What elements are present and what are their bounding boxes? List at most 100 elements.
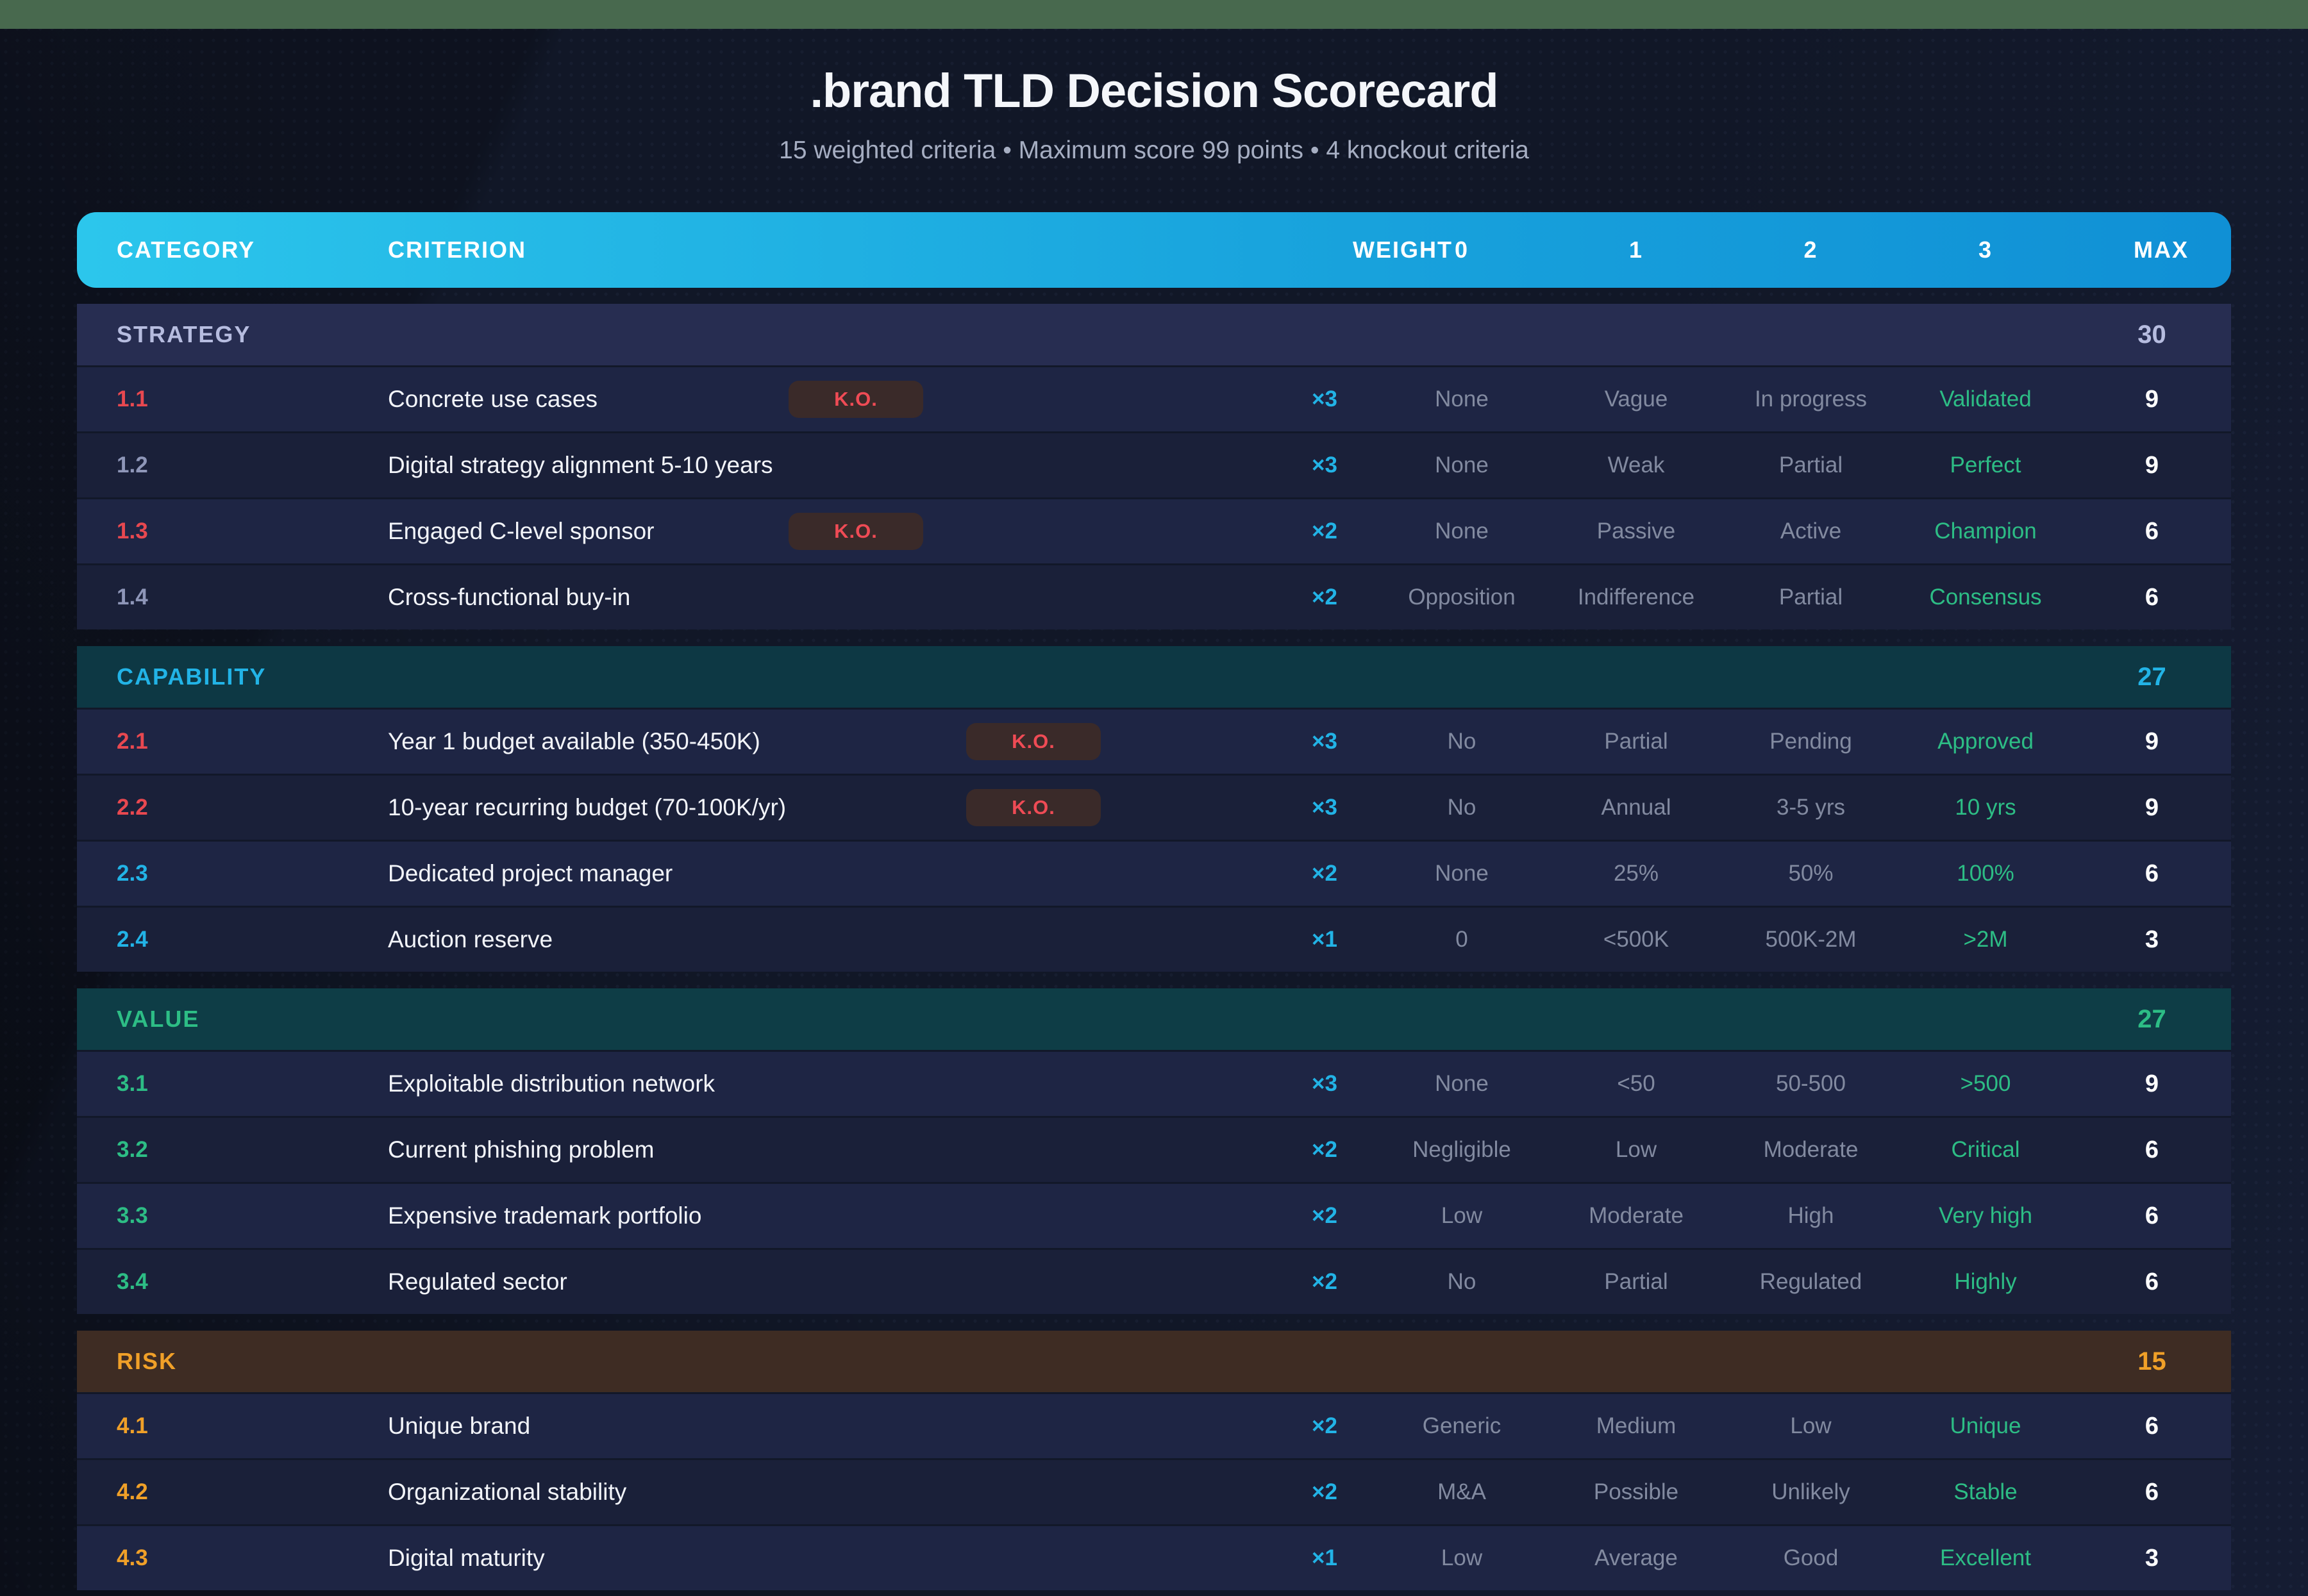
criterion-row: 2.1 Year 1 budget available (350-450K) K.O… (77, 708, 2231, 774)
knockout-badge: K.O. (789, 513, 923, 550)
score-0-value: No (1447, 1269, 1476, 1294)
knockout-badge: K.O. (789, 381, 923, 418)
score-0-value: Negligible (1412, 1137, 1511, 1162)
score-2-value: 3-5 yrs (1777, 795, 1845, 820)
score-0-value: No (1447, 729, 1476, 754)
criterion-label: 10-year recurring budget (70-100K/yr) (388, 794, 787, 820)
max-points-value: 9 (2145, 727, 2159, 755)
max-points-value: 9 (2145, 794, 2159, 821)
criterion-row: 1.3 Engaged C-level sponsor K.O. ×2 None Pass… (77, 497, 2231, 563)
score-2-value: Regulated (1759, 1269, 1862, 1294)
section-value: VALUE 27 3.1 Exploitable distribution netwo… (77, 988, 2231, 1314)
score-3-value: Champion (1934, 519, 2037, 544)
score-3-value: 100% (1957, 861, 2014, 886)
header-cell-max: MAX (2134, 237, 2189, 263)
score-1-value: Weak (1607, 453, 1665, 478)
score-1-value: <500K (1603, 927, 1669, 952)
criterion-row: 3.4 Regulated sector ×2 No Partial Regulated H… (77, 1248, 2231, 1314)
score-2-value: Unlikely (1771, 1479, 1850, 1504)
max-points-value: 6 (2145, 583, 2159, 611)
criterion-number: 3.2 (117, 1137, 148, 1162)
score-0-value: Low (1441, 1203, 1483, 1228)
criterion-cell: Current phishing problem (388, 1136, 1244, 1163)
max-points-value: 3 (2145, 926, 2159, 953)
section-header-capability: CAPABILITY 27 (77, 646, 2231, 708)
max-points-value: 6 (2145, 1478, 2159, 1506)
criterion-row: 1.2 Digital strategy alignment 5-10 years… (77, 431, 2231, 497)
max-points-value: 6 (2145, 1202, 2159, 1229)
criterion-cell: Year 1 budget available (350-450K) K.O. (388, 723, 1244, 760)
score-0-value: 0 (1455, 927, 1468, 952)
score-2-value: Good (1783, 1545, 1839, 1570)
section-header-value: VALUE 27 (77, 988, 2231, 1050)
score-0-value: Opposition (1408, 585, 1516, 610)
criterion-row: 2.4 Auction reserve ×1 0 <500K 500K-2M >2M 3 (77, 906, 2231, 972)
criterion-row: 4.3 Digital maturity ×1 Low Average Good Excel… (77, 1524, 2231, 1590)
section-capability: CAPABILITY 27 2.1 Year 1 budget available (… (77, 646, 2231, 972)
score-0-value: None (1435, 453, 1489, 478)
criterion-cell: Digital maturity (388, 1545, 1244, 1572)
score-2-value: Pending (1769, 729, 1852, 754)
criterion-cell: Cross-functional buy-in (388, 584, 1244, 611)
criterion-label: Year 1 budget available (350-450K) (388, 728, 760, 754)
max-points-value: 9 (2145, 385, 2159, 413)
criterion-label: Auction reserve (388, 926, 553, 952)
section-max-score: 27 (2137, 1004, 2166, 1033)
score-3-value: Approved (1937, 729, 2034, 754)
criterion-label: Organizational stability (388, 1479, 627, 1505)
criterion-number: 4.1 (117, 1413, 148, 1438)
header-cell-weight: WEIGHT (1353, 237, 1453, 263)
score-0-value: None (1435, 861, 1489, 886)
criterion-label: Dedicated project manager (388, 860, 673, 886)
header-cell-score-2: 2 (1803, 237, 1818, 263)
max-points-value: 6 (2145, 517, 2159, 545)
table-body: STRATEGY 30 1.1 Concrete use cases K.O. ×3 Non… (77, 304, 2231, 1590)
page-subtitle: 15 weighted criteria • Maximum score 99 … (779, 137, 1529, 164)
score-2-value: Partial (1778, 585, 1843, 610)
score-1-value: Partial (1604, 729, 1668, 754)
max-points-value: 6 (2145, 1268, 2159, 1295)
criterion-number: 2.4 (117, 927, 148, 952)
score-3-value: Perfect (1950, 453, 2021, 478)
section-strategy: STRATEGY 30 1.1 Concrete use cases K.O. ×3 Non… (77, 304, 2231, 629)
score-3-value: Highly (1954, 1269, 2017, 1294)
criterion-number: 2.2 (117, 795, 148, 820)
criterion-row: 1.1 Concrete use cases K.O. ×3 None Vague In p… (77, 365, 2231, 431)
page-title: .brand TLD Decision Scorecard (810, 64, 1498, 117)
criterion-number: 2.3 (117, 861, 148, 886)
weight-value: ×1 (1312, 1545, 1337, 1570)
criterion-row: 1.4 Cross-functional buy-in ×2 Opposition In… (77, 563, 2231, 629)
score-1-value: Average (1594, 1545, 1678, 1570)
header-cell-score-1: 1 (1628, 237, 1644, 263)
score-1-value: Passive (1596, 519, 1676, 544)
weight-value: ×3 (1312, 1071, 1337, 1096)
weight-value: ×2 (1312, 519, 1337, 544)
criterion-number: 1.3 (117, 519, 148, 544)
criterion-row: 2.2 10-year recurring budget (70-100K/yr)… (77, 774, 2231, 840)
criterion-cell: 10-year recurring budget (70-100K/yr) K.O… (388, 789, 1244, 826)
score-2-value: 50-500 (1776, 1071, 1846, 1096)
criterion-number: 4.2 (117, 1479, 148, 1504)
section-header-strategy: STRATEGY 30 (77, 304, 2231, 365)
weight-value: ×1 (1312, 927, 1337, 952)
score-2-value: 50% (1788, 861, 1834, 886)
weight-value: ×2 (1312, 1269, 1337, 1294)
criterion-row: 3.2 Current phishing problem ×2 Negligible L… (77, 1116, 2231, 1182)
weight-value: ×3 (1312, 729, 1337, 754)
header-cell-score-3: 3 (1978, 237, 1993, 263)
weight-value: ×2 (1312, 1203, 1337, 1228)
criterion-number: 2.1 (117, 729, 148, 754)
section-header-risk: RISK 15 (77, 1331, 2231, 1392)
criterion-cell: Engaged C-level sponsor K.O. (388, 513, 1244, 550)
score-2-value: Low (1790, 1413, 1832, 1438)
knockout-badge: K.O. (966, 723, 1101, 760)
criterion-cell: Regulated sector (388, 1268, 1244, 1295)
criterion-cell: Dedicated project manager (388, 860, 1244, 887)
score-3-value: Consensus (1929, 585, 2042, 610)
criterion-label: Current phishing problem (388, 1136, 655, 1163)
section-title: RISK (117, 1348, 178, 1374)
weight-value: ×2 (1312, 1137, 1337, 1162)
max-points-value: 6 (2145, 1136, 2159, 1163)
criterion-cell: Expensive trademark portfolio (388, 1202, 1244, 1229)
scorecard-table: CATEGORY CRITERION WEIGHT 0 1 2 3 MAX ST… (77, 212, 2231, 1590)
